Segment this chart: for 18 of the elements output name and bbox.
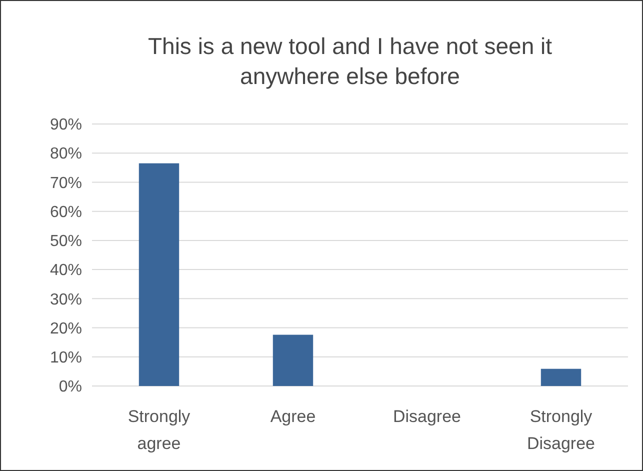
y-tick-label: 40% (50, 262, 82, 280)
x-tick-label: Strongly Disagree (526, 407, 596, 453)
y-tick-label: 20% (50, 320, 82, 338)
bar (138, 163, 180, 386)
y-tick-label: 10% (50, 349, 82, 366)
x-tick-label: Disagree (392, 407, 462, 426)
y-tick-label: 0% (58, 378, 82, 396)
y-tick-label: 60% (50, 204, 82, 221)
y-tick-label: 30% (50, 291, 82, 308)
bar (540, 368, 582, 386)
y-tick-label: 50% (50, 233, 82, 250)
x-tick-label: Strongly agree (128, 407, 191, 453)
chart-title: This is a new tool and I have not seen it anywhere else before (148, 33, 553, 89)
x-tick-label: Agree (270, 407, 316, 426)
y-tick-label: 80% (50, 146, 82, 163)
y-tick-label: 90% (50, 116, 82, 134)
y-tick-label: 70% (50, 174, 82, 192)
bar (272, 334, 314, 386)
